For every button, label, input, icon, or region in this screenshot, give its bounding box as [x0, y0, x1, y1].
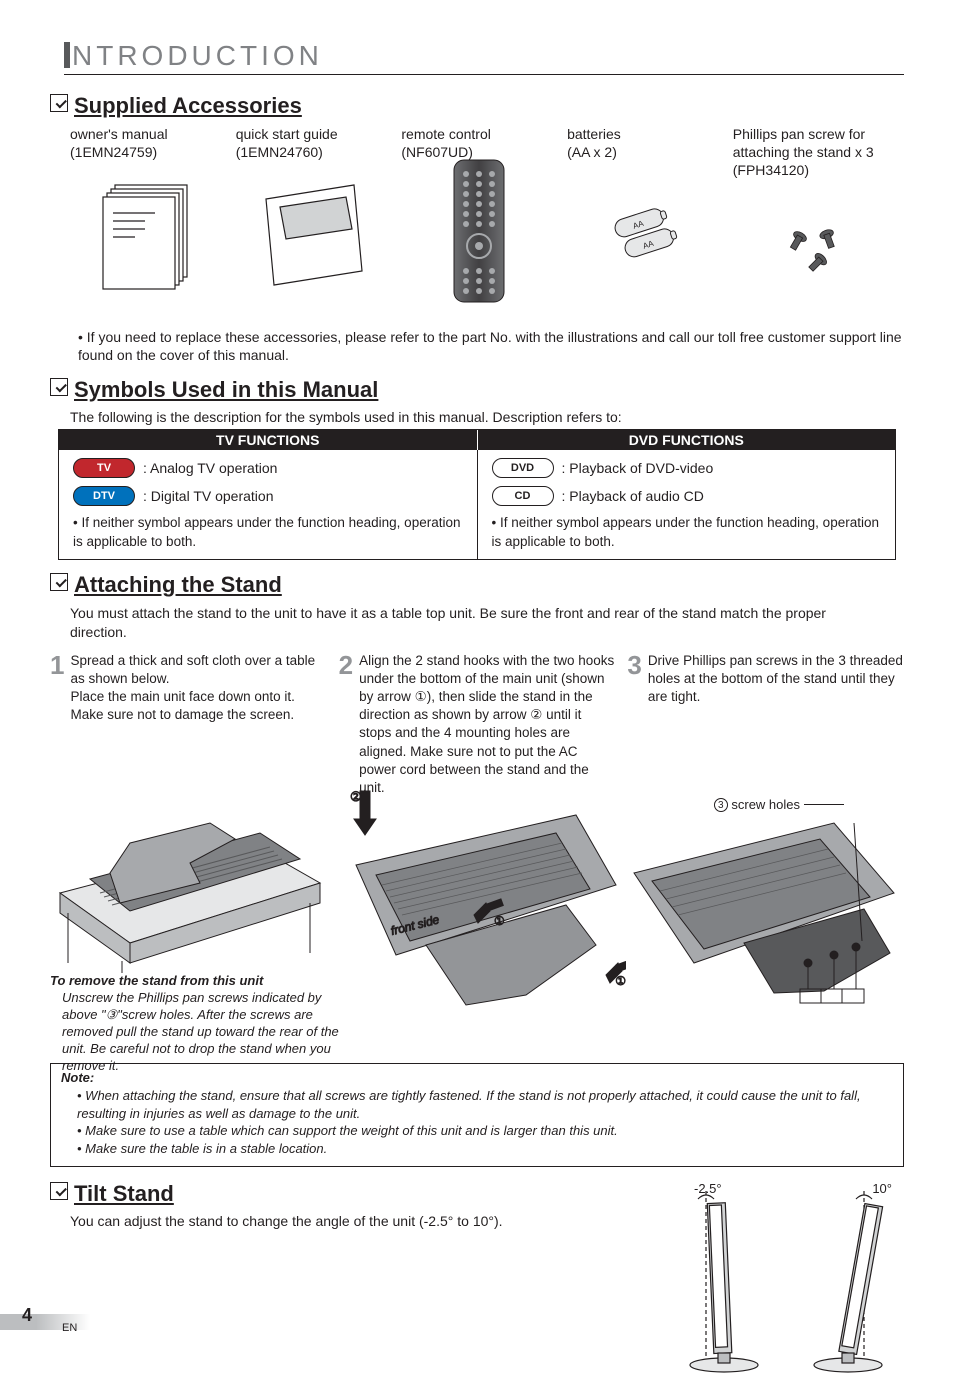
symbols-note-tv: • If neither symbol appears under the fu…: [73, 514, 463, 550]
note-item: Make sure to use a table which can suppo…: [77, 1122, 893, 1140]
symbols-table: TV FUNCTIONS DVD FUNCTIONS TV: Analog TV…: [58, 429, 896, 559]
section-stand: Attaching the Stand You must attach the …: [50, 572, 904, 1167]
screw-holes-label: 3 screw holes: [714, 797, 844, 812]
manual-icon: [70, 161, 226, 301]
remote-icon: [401, 161, 557, 301]
stand-note-box: Note: When attaching the stand, ensure t…: [50, 1063, 904, 1166]
accessory-owners-manual: owner's manual(1EMN24759): [70, 125, 226, 320]
symbols-cell-tv: TV: Analog TV operation DTV: Digital TV …: [59, 450, 478, 558]
note-item: When attaching the stand, ensure that al…: [77, 1087, 893, 1122]
step-number: 3: [627, 652, 641, 798]
svg-text:①: ①: [494, 914, 505, 928]
svg-text:②: ②: [350, 789, 362, 804]
quick-start-icon: [236, 161, 392, 301]
accessories-note: If you need to replace these accessories…: [78, 328, 904, 366]
tilt-figure-left: -2.5°: [684, 1181, 774, 1381]
introduction-text: NTRODUCTION: [72, 40, 323, 71]
introduction-i-bar: [64, 42, 70, 68]
pill-dtv: DTV: [73, 486, 135, 506]
screws-icon: [733, 180, 904, 320]
tilt-text: You can adjust the stand to change the a…: [70, 1213, 664, 1229]
symbols-intro: The following is the description for the…: [70, 409, 904, 425]
accessory-quick-start: quick start guide(1EMN24760): [236, 125, 392, 320]
symbols-title: Symbols Used in this Manual: [50, 377, 904, 403]
stand-diagrams: 3 screw holes: [50, 803, 904, 1053]
pill-tv: TV: [73, 458, 135, 478]
section-accessories: Supplied Accessories owner's manual(1EMN…: [50, 93, 904, 365]
note-item: Make sure the table is in a stable locat…: [77, 1140, 893, 1158]
checkbox-icon: [50, 1182, 68, 1200]
stand-intro: You must attach the stand to the unit to…: [70, 604, 884, 642]
stand-diagram-1: [50, 803, 330, 973]
pill-cd: CD: [492, 486, 554, 506]
pill-dvd: DVD: [492, 458, 554, 478]
accessory-remote: remote control(NF607UD): [401, 125, 557, 320]
stand-diagram-2: ② ① ①: [326, 785, 626, 1045]
symbols-cell-dvd: DVD: Playback of DVD-video CD: Playback …: [478, 450, 896, 558]
section-tilt: Tilt Stand You can adjust the stand to c…: [50, 1181, 904, 1381]
symbols-note-dvd: • If neither symbol appears under the fu…: [492, 514, 882, 550]
stand-steps: 1Spread a thick and soft cloth over a ta…: [50, 652, 904, 798]
step-number: 1: [50, 652, 64, 798]
accessory-batteries: batteries(AA x 2) AA AA: [567, 125, 723, 320]
tilt-figure-right: 10°: [804, 1181, 894, 1381]
remove-stand-note: To remove the stand from this unit Unscr…: [50, 973, 360, 1074]
step-1: 1Spread a thick and soft cloth over a ta…: [50, 652, 327, 798]
stand-diagram-3: [624, 813, 904, 1013]
batteries-icon: AA AA: [567, 161, 723, 301]
stand-title: Attaching the Stand: [50, 572, 904, 598]
page-header: NTRODUCTION: [64, 40, 904, 75]
accessories-title: Supplied Accessories: [50, 93, 904, 119]
page-language: EN: [62, 1322, 77, 1334]
tilt-diagrams: -2.5° 10°: [664, 1181, 904, 1381]
symbols-header-tv: TV FUNCTIONS: [59, 430, 478, 450]
checkbox-icon: [50, 378, 68, 396]
tilt-title: Tilt Stand: [50, 1181, 664, 1207]
symbols-header-dvd: DVD FUNCTIONS: [478, 430, 896, 450]
checkbox-icon: [50, 94, 68, 112]
accessory-screws: Phillips pan screw for attaching the sta…: [733, 125, 904, 320]
page-number: 4: [22, 1305, 32, 1326]
step-number: 2: [339, 652, 353, 798]
checkbox-icon: [50, 573, 68, 591]
section-symbols: Symbols Used in this Manual The followin…: [50, 377, 904, 559]
step-2: 2Align the 2 stand hooks with the two ho…: [339, 652, 616, 798]
accessories-row: owner's manual(1EMN24759): [70, 125, 904, 320]
step-3: 3Drive Phillips pan screws in the 3 thre…: [627, 652, 904, 798]
